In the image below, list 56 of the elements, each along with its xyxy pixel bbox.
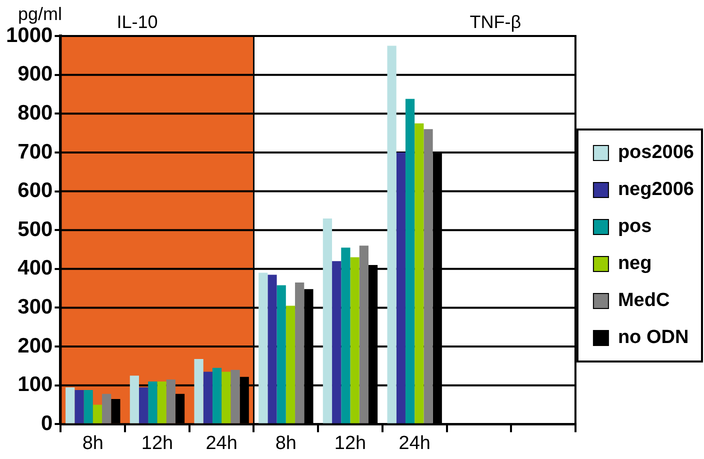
bar (166, 380, 176, 424)
bar (84, 390, 93, 424)
bar (230, 370, 240, 424)
bar (341, 248, 350, 424)
bar (424, 129, 433, 424)
x-tick-label: 24h (206, 432, 238, 454)
bar (102, 394, 112, 424)
band-label: IL-10 (116, 12, 158, 32)
bar (359, 246, 368, 424)
y-tick-label: 0 (41, 412, 53, 435)
y-tick-label: 100 (18, 373, 53, 396)
bar (276, 285, 286, 424)
legend-label: no ODN (618, 327, 689, 348)
x-tick-label: 12h (334, 432, 366, 454)
y-tick-label: 600 (18, 179, 53, 202)
bar (414, 123, 424, 424)
bar (212, 368, 222, 424)
bar (350, 257, 360, 424)
text: TNF-β (470, 12, 522, 32)
x-tick-label: 24h (398, 432, 430, 454)
x-tick-label: 8h (275, 432, 296, 454)
x-tick-label: 12h (141, 432, 174, 454)
bar (258, 272, 268, 424)
y-tick-label: 400 (18, 256, 53, 280)
bar (194, 358, 204, 424)
y-tick-label: 200 (18, 334, 53, 358)
bar (66, 387, 75, 424)
y-axis-title: pg/ml (18, 4, 62, 24)
bar (74, 390, 84, 424)
legend-label: pos (618, 216, 652, 238)
bar (139, 387, 148, 424)
legend-label: neg (618, 253, 652, 274)
bar (405, 98, 415, 424)
y-tick-label: 300 (18, 296, 53, 319)
legend-label: MedC (618, 290, 670, 312)
bar (332, 261, 342, 424)
bar (396, 152, 406, 424)
bar (322, 218, 332, 424)
y-tick-label: 900 (18, 62, 53, 86)
legend-label: neg2006 (618, 179, 694, 200)
x-tick-label: 8h (82, 432, 104, 454)
bar (286, 306, 296, 424)
bar (157, 382, 166, 424)
y-tick-label: 800 (18, 101, 53, 124)
bar (387, 46, 396, 424)
bar (148, 382, 158, 424)
legend-label: pos2006 (618, 142, 694, 164)
y-tick-label: 1000 (6, 24, 53, 47)
bar (222, 372, 231, 424)
bar (130, 376, 139, 424)
bar (92, 404, 102, 424)
bar (295, 282, 304, 424)
bar (203, 372, 212, 424)
y-tick-label: 500 (18, 218, 53, 241)
y-tick-label: 700 (18, 140, 53, 164)
bar (268, 274, 277, 424)
